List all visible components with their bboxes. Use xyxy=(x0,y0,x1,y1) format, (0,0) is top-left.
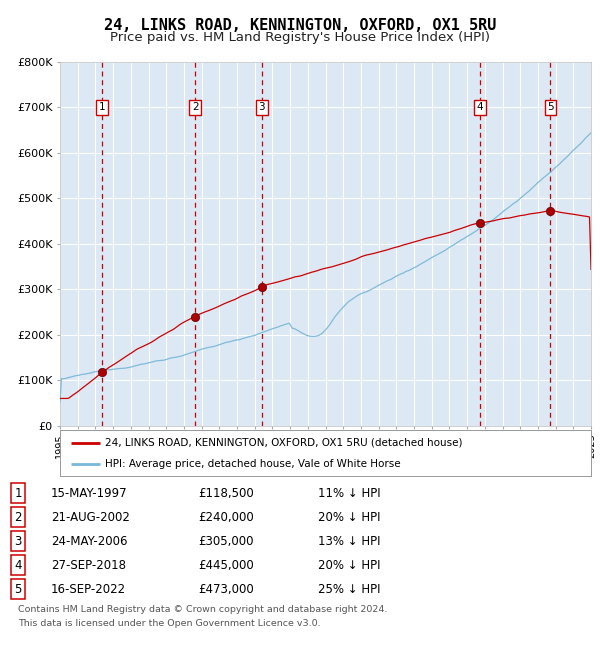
Text: HPI: Average price, detached house, Vale of White Horse: HPI: Average price, detached house, Vale… xyxy=(105,458,401,469)
Text: 11% ↓ HPI: 11% ↓ HPI xyxy=(318,486,380,499)
Text: 3: 3 xyxy=(14,534,22,547)
Text: £118,500: £118,500 xyxy=(198,486,254,499)
Text: 24, LINKS ROAD, KENNINGTON, OXFORD, OX1 5RU: 24, LINKS ROAD, KENNINGTON, OXFORD, OX1 … xyxy=(104,18,496,33)
Text: 24, LINKS ROAD, KENNINGTON, OXFORD, OX1 5RU (detached house): 24, LINKS ROAD, KENNINGTON, OXFORD, OX1 … xyxy=(105,437,463,448)
Text: 13% ↓ HPI: 13% ↓ HPI xyxy=(318,534,380,547)
Text: 20% ↓ HPI: 20% ↓ HPI xyxy=(318,558,380,572)
Text: 1: 1 xyxy=(14,486,22,499)
Text: 27-SEP-2018: 27-SEP-2018 xyxy=(51,558,126,572)
Text: £445,000: £445,000 xyxy=(198,558,254,572)
Text: £240,000: £240,000 xyxy=(198,511,254,524)
Text: £305,000: £305,000 xyxy=(198,534,254,547)
Text: £473,000: £473,000 xyxy=(198,582,254,595)
Text: Price paid vs. HM Land Registry's House Price Index (HPI): Price paid vs. HM Land Registry's House … xyxy=(110,31,490,44)
Text: 21-AUG-2002: 21-AUG-2002 xyxy=(51,511,130,524)
Text: 2: 2 xyxy=(14,511,22,524)
Text: 25% ↓ HPI: 25% ↓ HPI xyxy=(318,582,380,595)
Text: 15-MAY-1997: 15-MAY-1997 xyxy=(51,486,128,499)
Text: 1: 1 xyxy=(98,102,105,112)
Text: Contains HM Land Registry data © Crown copyright and database right 2024.: Contains HM Land Registry data © Crown c… xyxy=(18,604,388,614)
Text: 5: 5 xyxy=(14,582,22,595)
Text: 4: 4 xyxy=(477,102,484,112)
Text: 16-SEP-2022: 16-SEP-2022 xyxy=(51,582,126,595)
Text: 4: 4 xyxy=(14,558,22,572)
Text: 24-MAY-2006: 24-MAY-2006 xyxy=(51,534,128,547)
Text: 2: 2 xyxy=(192,102,199,112)
Text: 3: 3 xyxy=(258,102,265,112)
Text: This data is licensed under the Open Government Licence v3.0.: This data is licensed under the Open Gov… xyxy=(18,619,320,628)
Text: 20% ↓ HPI: 20% ↓ HPI xyxy=(318,511,380,524)
Text: 5: 5 xyxy=(547,102,554,112)
